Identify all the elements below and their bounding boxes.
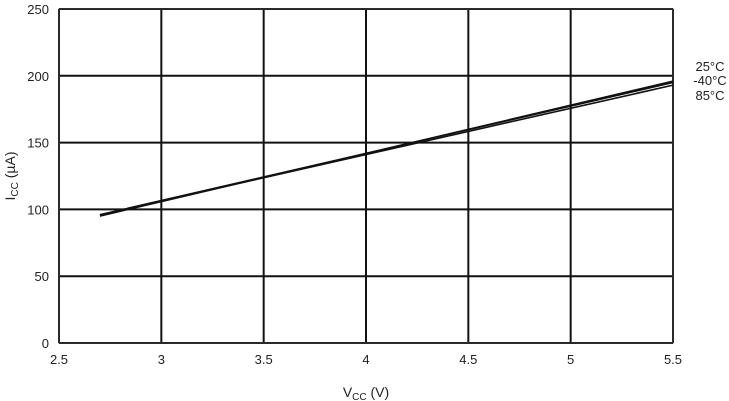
series-group	[99, 80, 674, 217]
x-tick-label: 3	[158, 352, 165, 367]
x-tick-label: 5	[567, 352, 574, 367]
y-tick-label: 200	[27, 69, 49, 84]
y-tick-label: 100	[27, 202, 49, 217]
x-tick-label: 3.5	[255, 352, 273, 367]
y-tick-label: 250	[27, 2, 49, 17]
y-tick-label: 0	[42, 336, 49, 351]
y-tick-label: 50	[35, 269, 49, 284]
x-tick-label: 2.5	[50, 352, 68, 367]
legend: 25°C-40°C85°C	[693, 59, 726, 103]
legend-entry: -40°C	[693, 73, 726, 88]
grid	[58, 8, 674, 344]
y-tick-labels: 0 50 100 150 200 250	[27, 2, 49, 351]
y-tick-label: 150	[27, 136, 49, 151]
y-axis-label: ICC (µA)	[2, 152, 21, 201]
x-tick-label: 4.5	[459, 352, 477, 367]
x-axis-label: VCC (V)	[343, 384, 389, 401]
series-line	[99, 84, 674, 216]
legend-entry: 85°C	[695, 88, 724, 103]
plot-frame	[58, 8, 674, 344]
x-tick-labels: 2.5 3 3.5 4 4.5 5 5.5	[50, 352, 682, 367]
x-tick-label: 4	[362, 352, 369, 367]
legend-entry: 25°C	[695, 59, 724, 74]
x-tick-label: 5.5	[664, 352, 682, 367]
